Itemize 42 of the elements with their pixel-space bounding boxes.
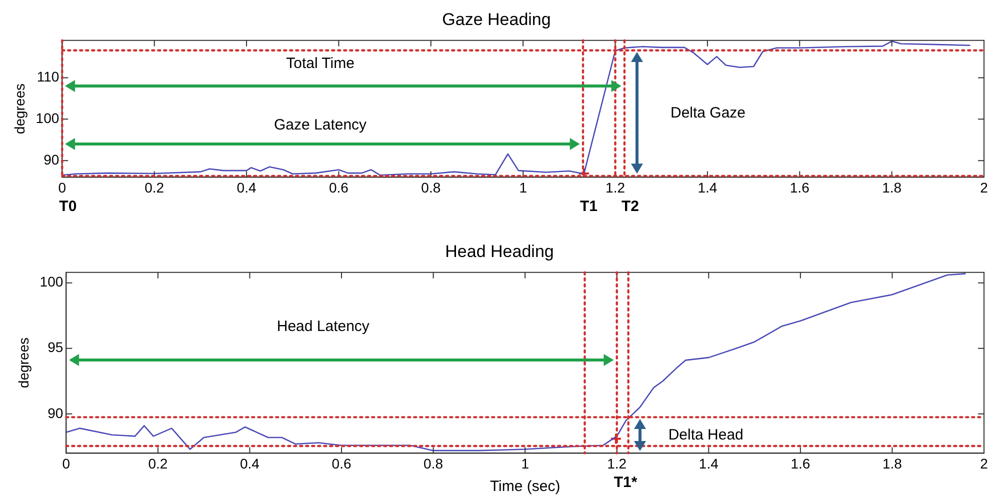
- ref-line-label: T1: [580, 198, 598, 215]
- x-tick-label: 0.4: [240, 455, 260, 472]
- x-tick-label: 0.2: [144, 179, 164, 196]
- x-tick-label: 2: [980, 455, 988, 472]
- x-tick-label: 1.6: [790, 179, 810, 196]
- annotation: Total Time: [286, 54, 354, 72]
- x-tick-label: 1.8: [882, 455, 902, 472]
- y-tick-label: 100: [36, 110, 60, 126]
- x-tick-label: 1: [521, 455, 530, 472]
- y-tick-label: 100: [40, 274, 64, 290]
- x-tick-label: 1: [519, 179, 528, 196]
- y-tick-label: 95: [48, 339, 64, 356]
- annotation: Delta Gaze: [670, 104, 746, 122]
- ref-line-label: T0: [59, 198, 77, 215]
- x-tick-label: 1.4: [698, 179, 718, 196]
- x-tick-label: 0.4: [236, 179, 256, 196]
- x-tick-label: 1.2: [607, 455, 627, 472]
- x-tick-label: 0: [58, 179, 66, 196]
- x-tick-label: 1.8: [882, 179, 902, 196]
- annotation: Delta Head: [668, 426, 744, 444]
- x-tick-label: 0.8: [421, 179, 441, 196]
- x-tick-label: 0: [62, 455, 70, 472]
- x-tick-label: 0.2: [148, 455, 168, 472]
- ref-line-label: T2: [621, 198, 639, 215]
- y-tick-label: 90: [44, 151, 60, 168]
- y-tick-label: 110: [36, 68, 60, 85]
- x-tick-label: 1.4: [698, 455, 719, 472]
- x-tick-label: 0.6: [332, 455, 352, 472]
- x-tick-label: 0.8: [424, 455, 444, 472]
- chart-title: Head Heading: [445, 242, 554, 261]
- annotation: Gaze Latency: [274, 116, 368, 134]
- y-axis-title: degrees: [11, 84, 28, 134]
- chart-title: Gaze Heading: [442, 10, 551, 29]
- x-axis-title: Time (sec): [490, 478, 560, 496]
- y-tick-label: 90: [48, 404, 64, 421]
- x-tick-label: 1.6: [790, 455, 810, 472]
- ref-line-label: T1*: [614, 474, 638, 491]
- x-tick-label: 2: [980, 179, 988, 196]
- x-tick-label: 0.6: [328, 179, 349, 196]
- annotation: Head Latency: [276, 318, 370, 335]
- y-axis-title: degrees: [15, 338, 32, 388]
- x-tick-label: 1.2: [606, 179, 626, 196]
